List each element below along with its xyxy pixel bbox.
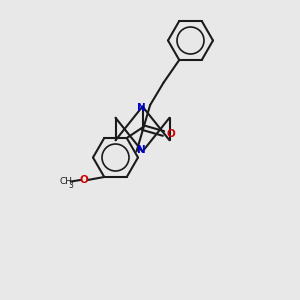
Text: N: N — [136, 103, 146, 113]
Text: N: N — [136, 145, 146, 155]
Text: O: O — [167, 128, 176, 139]
Text: 3: 3 — [68, 181, 73, 190]
Text: O: O — [80, 175, 88, 185]
Text: CH: CH — [59, 177, 72, 186]
